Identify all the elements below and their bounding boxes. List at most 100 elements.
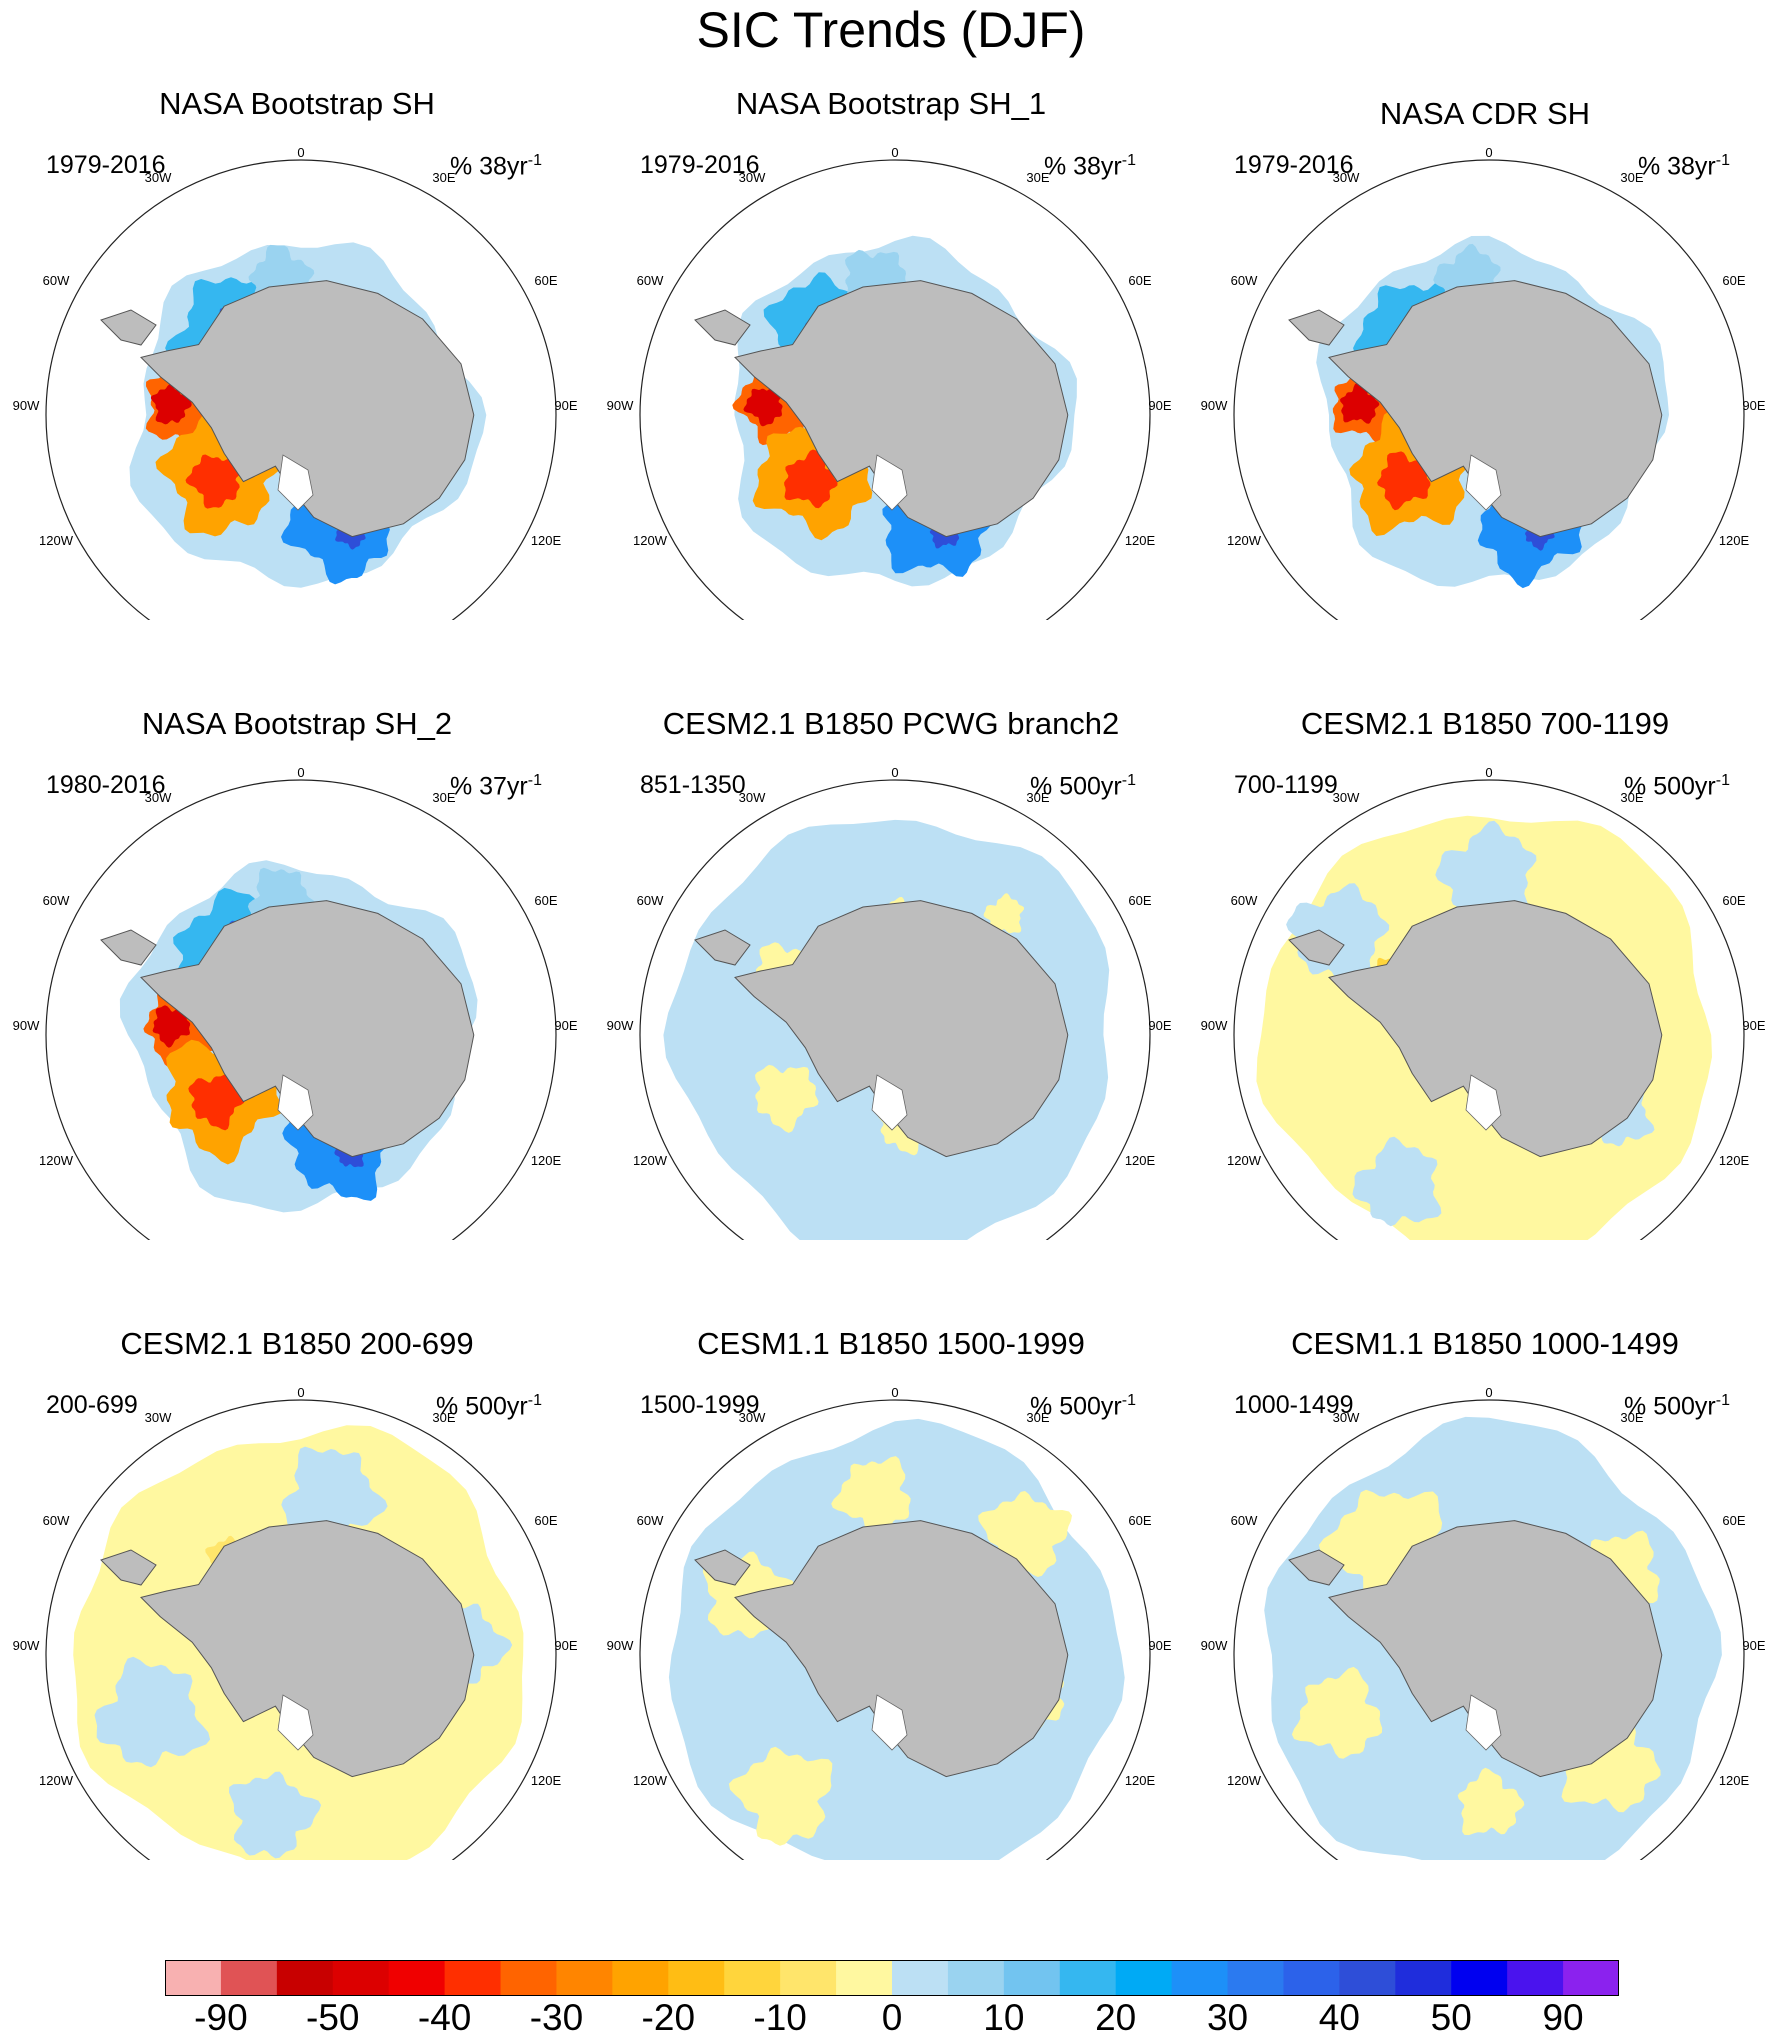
trend-anomaly xyxy=(152,1005,191,1048)
colorbar-swatch xyxy=(668,1960,725,1996)
map-panel: 030E60E90E120E150E180150W120W90W60W30WNA… xyxy=(0,620,594,1240)
ross-ice-shelf xyxy=(1465,1694,1502,1751)
longitude-label: 120W xyxy=(633,1153,668,1168)
trend-anomaly xyxy=(94,1656,211,1768)
longitude-label: 30E xyxy=(1620,790,1643,805)
panel-title: CESM1.1 B1850 1000-1499 xyxy=(1291,1326,1679,1361)
panel-title: CESM1.1 B1850 1500-1999 xyxy=(697,1326,1085,1361)
longitude-label: 90E xyxy=(554,1018,577,1033)
trend-anomaly xyxy=(1377,451,1431,511)
longitude-label: 90E xyxy=(1148,1638,1171,1653)
longitude-label: 60E xyxy=(1722,893,1745,908)
colorbar-swatch xyxy=(276,1960,334,1996)
panel-title: NASA Bootstrap SH_2 xyxy=(141,706,453,741)
south-america-landmass xyxy=(1288,929,1345,966)
map-panel: 030E60E90E120E150E180150W120W90W60W30WCE… xyxy=(594,620,1188,1240)
units-text: % 500yr xyxy=(1030,772,1122,801)
map-boundary xyxy=(45,159,557,620)
longitude-label: 90W xyxy=(1201,1638,1228,1653)
longitude-label: 90W xyxy=(607,398,634,413)
longitude-label: 90E xyxy=(554,398,577,413)
longitude-label: 120E xyxy=(1125,533,1156,548)
panel-units: % 38yr-1 xyxy=(1638,146,1730,181)
map-boundary xyxy=(1233,779,1745,1240)
panel-units: % 500yr-1 xyxy=(1624,766,1730,801)
map-panel: 030E60E90E120E150E180150W120W90W60W30WCE… xyxy=(1188,1240,1782,1860)
trend-anomaly xyxy=(1291,1666,1383,1759)
longitude-label: 0 xyxy=(891,145,898,160)
trend-anomaly xyxy=(229,1771,322,1859)
longitude-label: 30W xyxy=(145,170,172,185)
longitude-label: 60E xyxy=(1722,1513,1745,1528)
units-exponent: -1 xyxy=(1715,152,1730,169)
colorbar-swatch xyxy=(1171,1960,1229,1996)
longitude-label: 30W xyxy=(739,170,766,185)
polar-map: 030E60E90E120E150E180150W120W90W60W30W xyxy=(1201,145,1766,620)
longitude-label: 0 xyxy=(891,765,898,780)
south-america-landmass xyxy=(100,929,157,966)
colorbar-swatch xyxy=(1059,1960,1117,1996)
longitude-label: 0 xyxy=(297,1385,304,1400)
panel-period: 700-1199 xyxy=(1234,771,1338,799)
trend-anomaly xyxy=(281,1446,388,1542)
south-america-landmass xyxy=(1288,309,1345,346)
colorbar-swatch xyxy=(612,1960,669,1996)
longitude-label: 60W xyxy=(637,1513,664,1528)
panel-title: NASA CDR SH xyxy=(1379,96,1591,131)
colorbar-swatch xyxy=(1339,1960,1396,1996)
map-panel: 030E60E90E120E150E180150W120W90W60W30WNA… xyxy=(594,0,1188,620)
longitude-label: 30E xyxy=(1026,1410,1049,1425)
longitude-label: 60E xyxy=(534,273,557,288)
longitude-label: 60W xyxy=(43,273,70,288)
panel-period: 1000-1499 xyxy=(1234,1391,1354,1419)
longitude-label: 120W xyxy=(1227,1773,1262,1788)
colorbar-label: 20 xyxy=(1095,1997,1137,2038)
map-boundary xyxy=(639,159,1151,620)
trend-anomaly xyxy=(983,893,1024,934)
longitude-label: 30E xyxy=(432,1410,455,1425)
longitude-label: 60W xyxy=(637,273,664,288)
polar-map: 030E60E90E120E150E180150W120W90W60W30W xyxy=(13,145,578,620)
polar-map: 030E60E90E120E150E180150W120W90W60W30W xyxy=(13,1385,578,1860)
south-america-landmass xyxy=(694,309,751,346)
trend-anomaly xyxy=(784,449,838,509)
colorbar-label: -30 xyxy=(529,1997,584,2038)
longitude-label: 60E xyxy=(1128,273,1151,288)
longitude-label: 60E xyxy=(1128,1513,1151,1528)
longitude-label: 0 xyxy=(1485,145,1492,160)
colorbar-swatch xyxy=(892,1960,949,1996)
longitude-label: 120W xyxy=(1227,1153,1262,1168)
colorbar-swatch xyxy=(444,1960,502,1996)
colorbar-swatch xyxy=(780,1960,837,1996)
colorbar-swatch xyxy=(1563,1960,1619,1996)
longitude-label: 0 xyxy=(1485,1385,1492,1400)
longitude-label: 120W xyxy=(39,1153,74,1168)
longitude-label: 90W xyxy=(13,1018,40,1033)
map-boundary xyxy=(1233,159,1745,620)
longitude-label: 60E xyxy=(534,893,557,908)
longitude-label: 90E xyxy=(1148,1018,1171,1033)
panel-period: 1500-1999 xyxy=(640,1391,760,1419)
colorbar-swatch xyxy=(1283,1960,1340,1996)
ross-ice-shelf xyxy=(277,454,314,511)
longitude-label: 60W xyxy=(1231,1513,1258,1528)
colorbar-label: -40 xyxy=(417,1997,472,2038)
panel-title: CESM2.1 B1850 200-699 xyxy=(120,1326,474,1361)
units-text: % 38yr xyxy=(1637,152,1716,181)
colorbar-label: -10 xyxy=(753,1997,807,2038)
longitude-label: 90E xyxy=(1742,1018,1765,1033)
longitude-label: 90W xyxy=(1201,1018,1228,1033)
trend-anomaly xyxy=(831,1456,911,1534)
longitude-label: 60E xyxy=(534,1513,557,1528)
ross-ice-shelf xyxy=(871,1694,908,1751)
ross-ice-shelf xyxy=(871,1074,908,1131)
panel-units: % 500yr-1 xyxy=(1624,1386,1730,1421)
polar-map: 030E60E90E120E150E180150W120W90W60W30W xyxy=(1201,765,1766,1240)
longitude-label: 120W xyxy=(1227,533,1262,548)
panel-period: 200-699 xyxy=(46,1391,138,1419)
panel-period: 1980-2016 xyxy=(46,771,166,799)
colorbar-swatch xyxy=(220,1960,278,1996)
panel-period: 1979-2016 xyxy=(640,151,760,179)
units-exponent: -1 xyxy=(1715,772,1730,789)
longitude-label: 0 xyxy=(297,145,304,160)
